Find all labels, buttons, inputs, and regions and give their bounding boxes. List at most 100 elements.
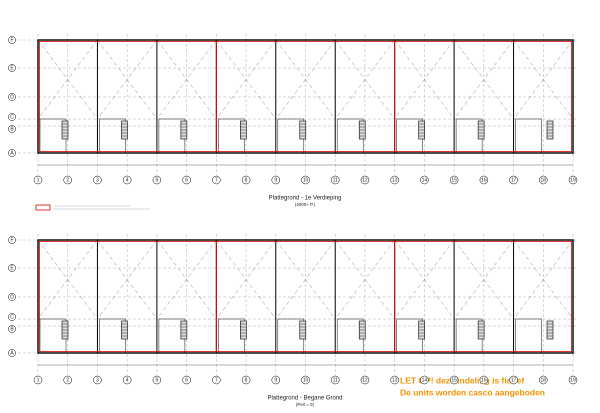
row-bubble: [8, 264, 16, 272]
column-bubble: [390, 375, 399, 385]
note: De units worden casco aangeboden: [400, 387, 545, 397]
row-bubble: [8, 325, 16, 333]
column-bubble: [568, 375, 578, 385]
row-label: E: [10, 266, 14, 272]
diagonal: [97, 39, 158, 120]
column-label: 3: [96, 378, 99, 384]
diagonal: [216, 39, 276, 120]
column-bubble: [212, 375, 221, 385]
row-label: F: [10, 38, 13, 44]
column-bubble: [212, 175, 221, 185]
column-label: 7: [215, 378, 218, 384]
column-bubble: [63, 375, 72, 385]
column-bubble: [509, 175, 518, 185]
column-label: 17: [511, 178, 517, 184]
row-label: B: [10, 127, 14, 133]
column-label: 16: [481, 178, 487, 184]
column-bubble: [93, 375, 102, 385]
column-label: 7: [215, 178, 218, 184]
diagonal: [275, 239, 336, 320]
diagonal: [335, 39, 395, 120]
column-label: 17: [511, 378, 517, 384]
row-label: A: [10, 351, 14, 357]
column-label: 15: [451, 178, 457, 184]
column-bubble: [420, 375, 429, 385]
row-bubble: [8, 149, 16, 157]
diagonal: [453, 39, 514, 120]
row-label: D: [10, 95, 14, 101]
column-bubble: [449, 175, 459, 185]
boundary: [39, 241, 572, 352]
column-bubble: [271, 375, 281, 385]
diagonal: [156, 239, 217, 320]
diagonal: [37, 39, 98, 120]
diagonal: [97, 239, 158, 320]
column-bubble: [93, 175, 102, 185]
column-bubble: [182, 375, 191, 385]
diagonal: [513, 39, 574, 120]
row-bubble: [8, 36, 16, 44]
column-bubble: [449, 375, 459, 385]
row-bubble: [8, 313, 16, 321]
diagonal: [394, 239, 455, 320]
column-bubble: [241, 175, 251, 185]
row-label: E: [10, 66, 14, 72]
row-bubble: [8, 236, 16, 244]
plan-subtitle: (Peil = 0): [296, 402, 315, 407]
column-label: 8: [245, 378, 248, 384]
row-label: D: [10, 295, 14, 301]
row-bubble: [8, 93, 16, 101]
core: [515, 118, 542, 154]
column-label: 3: [96, 178, 99, 184]
column-bubble: [122, 375, 132, 385]
column-label: 12: [362, 378, 368, 384]
diagonal: [335, 239, 395, 320]
diagonal: [275, 39, 336, 120]
diagonal: [453, 239, 514, 320]
column-bubble: [152, 375, 162, 385]
column-bubble: [568, 175, 578, 185]
column-bubble: [360, 175, 370, 185]
column-label: 1: [37, 378, 40, 384]
note: LET OP! deze indeling is fictief: [400, 375, 524, 385]
row-label: F: [10, 238, 13, 244]
outer-wall: [37, 39, 574, 154]
plan-title: Plattegrond - Begane Grond: [267, 396, 342, 402]
row-bubble: [8, 293, 16, 301]
column-bubble: [271, 175, 281, 185]
column-label: 19: [570, 178, 576, 184]
column-label: 11: [333, 178, 338, 184]
column-bubble: [509, 375, 518, 385]
row-label: C: [10, 115, 14, 121]
column-bubble: [301, 375, 310, 385]
diagonal: [216, 239, 276, 320]
column-bubble: [390, 175, 399, 185]
column-bubble: [330, 175, 340, 185]
column-label: 2: [66, 178, 69, 184]
row-bubble: [8, 349, 16, 357]
column-bubble: [330, 375, 340, 385]
column-label: 15: [451, 378, 457, 384]
plan-title: Plattegrond - 1e Verdieping: [269, 196, 342, 202]
column-label: 6: [185, 178, 188, 184]
diagonal: [156, 39, 217, 120]
column-label: 11: [333, 378, 338, 384]
boundary: [39, 41, 572, 152]
column-bubble: [122, 175, 132, 185]
column-label: 13: [392, 178, 398, 184]
row-bubble: [8, 125, 16, 133]
column-label: 13: [392, 378, 398, 384]
row-label: C: [10, 315, 14, 321]
row-bubble: [8, 113, 16, 121]
diagonal: [513, 239, 574, 320]
diagonal: [394, 39, 455, 120]
column-bubble: [241, 375, 251, 385]
row-bubble: [8, 64, 16, 72]
column-label: 18: [540, 378, 546, 384]
column-label: 18: [540, 178, 546, 184]
column-label: 5: [155, 378, 158, 384]
legend-swatch: [35, 204, 51, 211]
column-bubble: [539, 175, 548, 185]
column-label: 10: [303, 378, 309, 384]
